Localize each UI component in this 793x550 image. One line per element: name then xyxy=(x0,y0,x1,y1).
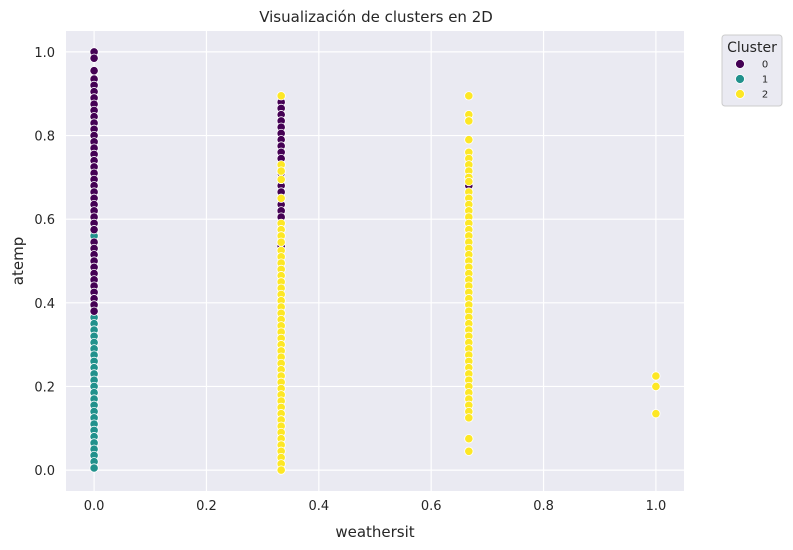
x-tick-label: 0.0 xyxy=(84,499,105,514)
legend: Cluster 0 1 2 xyxy=(721,34,783,107)
x-tick-label: 0.4 xyxy=(308,499,329,514)
y-tick-label: 0.0 xyxy=(34,464,55,479)
data-point-cluster-2 xyxy=(276,174,286,185)
legend-entries: 0 1 2 xyxy=(735,59,768,101)
data-point-cluster-2 xyxy=(276,91,286,101)
legend-marker-2 xyxy=(735,89,745,99)
data-point-cluster-2 xyxy=(464,91,474,101)
y-tick-labels: 0.0 0.2 0.4 0.6 0.8 1.0 xyxy=(34,46,55,479)
data-point-cluster-0 xyxy=(89,66,99,76)
plot-area xyxy=(66,31,684,491)
legend-label-1: 1 xyxy=(762,75,768,86)
x-tick-label: 0.2 xyxy=(196,499,217,514)
data-point-cluster-2 xyxy=(276,237,286,247)
data-point-cluster-1 xyxy=(89,463,99,473)
legend-marker-0 xyxy=(735,59,745,69)
legend-title: Cluster xyxy=(727,40,777,56)
chart-title: Visualización de clusters en 2D xyxy=(259,8,493,26)
data-point-cluster-0 xyxy=(89,306,99,316)
legend-marker-1 xyxy=(735,74,745,84)
data-point-cluster-2 xyxy=(464,116,474,126)
y-tick-label: 0.8 xyxy=(34,130,55,145)
data-point-cluster-2 xyxy=(276,193,286,203)
y-tick-label: 0.4 xyxy=(34,297,55,312)
y-gridlines xyxy=(66,51,684,471)
y-tick-label: 1.0 xyxy=(34,46,55,61)
data-point-cluster-2 xyxy=(464,176,474,187)
data-point-cluster-2 xyxy=(651,409,661,419)
data-points xyxy=(89,47,661,475)
data-point-cluster-2 xyxy=(276,465,286,475)
y-axis-label: atemp xyxy=(9,237,27,285)
data-point-cluster-2 xyxy=(651,381,661,392)
y-tick-label: 0.6 xyxy=(34,213,55,228)
data-point-cluster-2 xyxy=(276,166,286,176)
x-tick-labels: 0.0 0.2 0.4 0.6 0.8 1.0 xyxy=(84,499,667,514)
data-point-cluster-0 xyxy=(89,53,99,63)
data-point-cluster-2 xyxy=(464,413,474,423)
legend-box xyxy=(721,34,783,107)
legend-label-0: 0 xyxy=(762,60,768,71)
data-point-cluster-2 xyxy=(464,446,474,456)
x-tick-label: 0.6 xyxy=(421,499,442,514)
x-tick-label: 0.8 xyxy=(533,499,554,514)
x-axis-label: weathersit xyxy=(335,523,414,541)
legend-label-2: 2 xyxy=(762,90,768,101)
y-tick-label: 0.2 xyxy=(34,380,55,395)
data-point-cluster-2 xyxy=(464,434,474,444)
data-point-cluster-0 xyxy=(89,225,99,235)
x-tick-label: 1.0 xyxy=(646,499,667,514)
data-point-cluster-2 xyxy=(464,135,474,145)
data-point-cluster-2 xyxy=(651,371,661,381)
